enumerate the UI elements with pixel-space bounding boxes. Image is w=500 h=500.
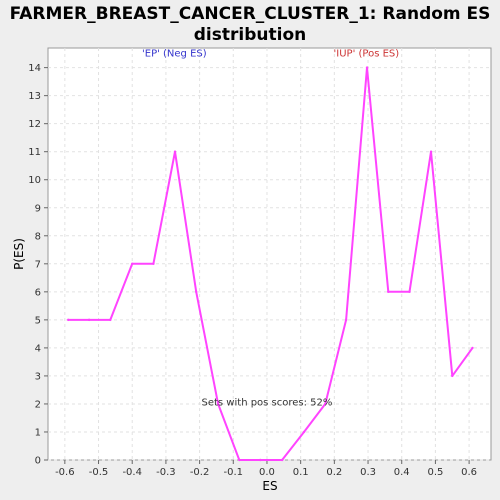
series-layer — [67, 66, 474, 462]
x-tick-label: -0.5 — [89, 467, 109, 478]
data-point — [238, 458, 241, 462]
y-tick-label: 9 — [35, 203, 41, 214]
data-point — [67, 318, 70, 322]
data-point — [387, 290, 390, 294]
x-tick-label: 0.1 — [293, 467, 309, 478]
data-point — [451, 374, 454, 378]
data-point — [344, 318, 348, 322]
data-point — [195, 290, 198, 294]
x-tick-label: 0.2 — [326, 467, 342, 478]
y-tick-label: 7 — [35, 259, 41, 270]
data-point — [87, 318, 91, 322]
x-tick-label: -0.1 — [224, 467, 244, 478]
y-tick-label: 11 — [28, 147, 41, 158]
x-tick-label: -0.6 — [55, 467, 75, 478]
grid — [48, 48, 491, 461]
data-point — [152, 262, 155, 266]
annotation: 'EP' (Neg ES) — [142, 48, 207, 59]
series-line — [68, 66, 474, 461]
data-point — [429, 150, 433, 153]
data-point — [280, 458, 284, 462]
data-point — [173, 150, 177, 153]
annotation: 'IUP' (Pos ES) — [334, 48, 400, 59]
y-tick-label: 4 — [35, 343, 41, 354]
data-point — [216, 402, 220, 406]
y-tick-label: 6 — [35, 287, 41, 298]
y-axis-label: P(ES) — [12, 238, 26, 270]
y-tick-label: 2 — [35, 399, 41, 410]
x-tick-label: 0.0 — [259, 467, 275, 478]
y-tick-label: 0 — [35, 456, 41, 467]
y-tick-label: 3 — [35, 371, 41, 382]
x-tick-label: -0.4 — [122, 467, 142, 478]
x-tick-label: 0.4 — [394, 467, 410, 478]
x-tick-label: 0.5 — [427, 467, 443, 478]
data-point — [131, 262, 134, 266]
y-tick-label: 13 — [28, 91, 41, 102]
x-tick-label: 0.6 — [461, 467, 477, 478]
y-tick-label: 5 — [35, 315, 41, 326]
y-tick-label: 8 — [35, 231, 41, 242]
data-point — [408, 290, 411, 294]
data-point — [109, 318, 112, 322]
annotations: 'EP' (Neg ES) 'IUP' (Pos ES) Sets with pos… — [142, 48, 399, 408]
data-point — [365, 66, 369, 69]
x-tick-label: 0.3 — [360, 467, 376, 478]
data-point — [324, 402, 327, 406]
y-tick-label: 14 — [28, 63, 41, 74]
data-point — [302, 430, 306, 434]
plot-area — [47, 47, 492, 461]
data-point — [259, 458, 262, 462]
chart-title-line2: distribution — [194, 25, 306, 45]
y-tick-label: 10 — [28, 175, 41, 186]
x-tick-label: -0.2 — [190, 467, 210, 478]
annotation: Sets with pos scores: 52% — [202, 397, 333, 408]
x-axis-label: ES — [262, 479, 277, 493]
y-tick-label: 1 — [35, 427, 41, 438]
data-point — [471, 346, 474, 350]
y-tick-label: 12 — [28, 119, 41, 130]
chart-title-line1: FARMER_BREAST_CANCER_CLUSTER_1: Random E… — [10, 4, 491, 24]
x-tick-label: -0.3 — [156, 467, 176, 478]
